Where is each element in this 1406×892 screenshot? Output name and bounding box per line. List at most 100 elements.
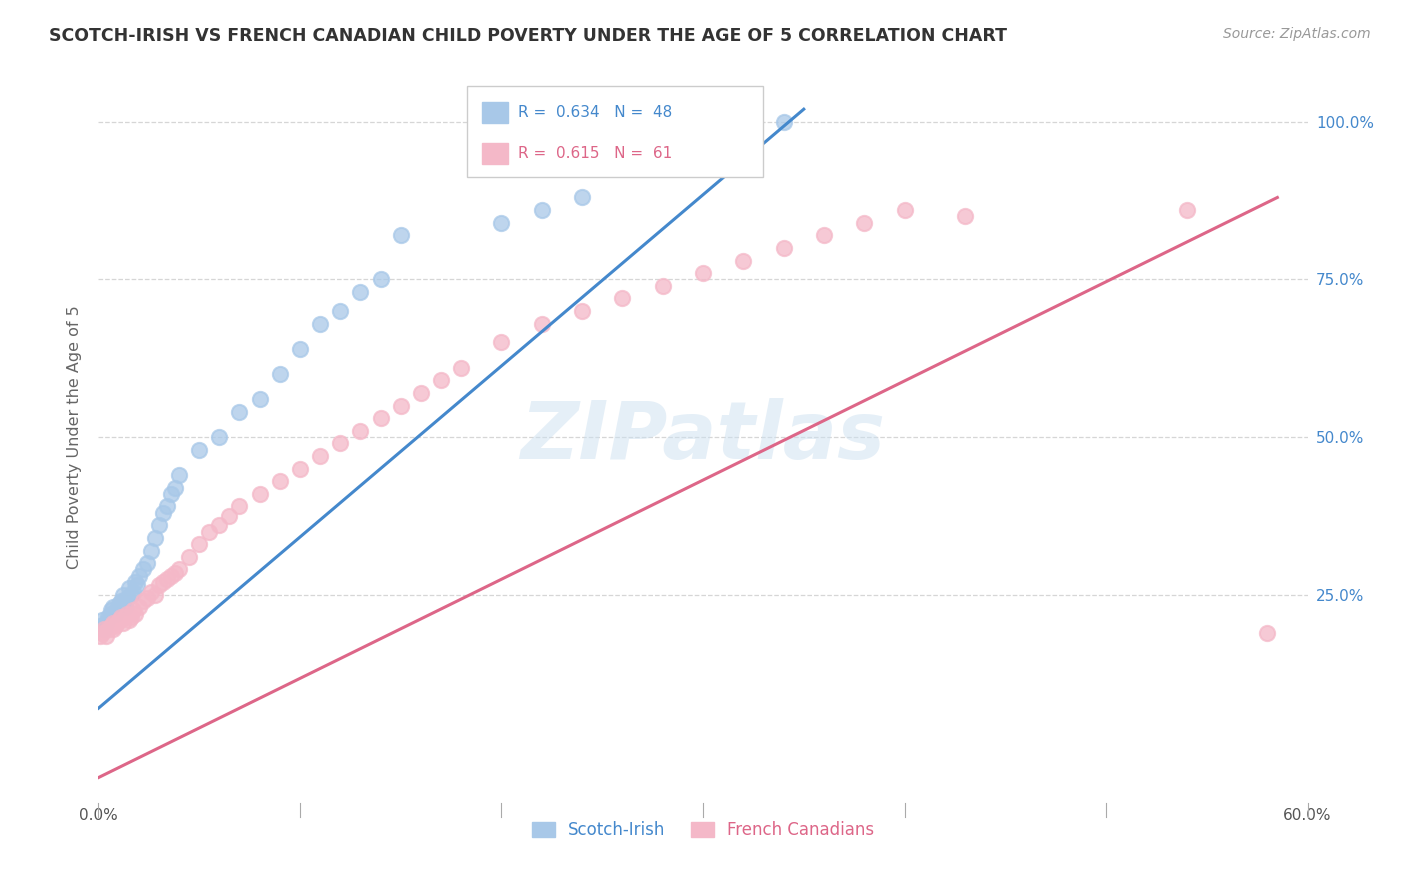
Text: SCOTCH-IRISH VS FRENCH CANADIAN CHILD POVERTY UNDER THE AGE OF 5 CORRELATION CHA: SCOTCH-IRISH VS FRENCH CANADIAN CHILD PO… (49, 27, 1007, 45)
Point (125, 578, 148, 592)
Point (111, 588, 134, 602)
Legend: Scotch-Irish, French Canadians: Scotch-Irish, French Canadians (524, 814, 882, 846)
Point (135, 556, 157, 570)
Point (228, 405, 250, 419)
Point (160, 569, 183, 583)
Point (249, 487, 271, 501)
Point (249, 392, 271, 407)
Point (89, 629, 111, 643)
Point (288, 342, 311, 356)
Point (121, 584, 143, 599)
Point (813, 228, 835, 243)
Point (893, 203, 915, 218)
FancyBboxPatch shape (467, 86, 763, 178)
Point (269, 474, 291, 488)
Point (135, 591, 157, 605)
Point (89, 619, 111, 633)
Point (105, 616, 128, 631)
Point (530, 203, 553, 218)
Point (329, 304, 352, 318)
Point (491, 335, 513, 350)
Point (96, 616, 118, 631)
Point (651, 146, 673, 161)
Point (370, 411, 392, 425)
Point (118, 582, 141, 596)
Point (120, 588, 142, 602)
Point (152, 575, 174, 590)
Text: R =  0.634   N =  48: R = 0.634 N = 48 (517, 104, 672, 120)
Point (107, 597, 129, 611)
Point (309, 317, 332, 331)
Point (167, 467, 190, 482)
Point (1175, 203, 1198, 218)
Point (1256, 625, 1278, 640)
FancyBboxPatch shape (482, 143, 509, 164)
Point (100, 607, 122, 621)
Point (128, 600, 150, 615)
Point (121, 603, 143, 617)
Point (530, 317, 553, 331)
Point (139, 543, 162, 558)
Point (218, 508, 240, 523)
Point (91, 613, 114, 627)
Point (148, 518, 170, 533)
Point (100, 603, 122, 617)
Point (103, 619, 125, 633)
Point (101, 623, 124, 637)
Point (128, 569, 150, 583)
Point (93, 623, 115, 637)
Point (179, 549, 201, 564)
Point (953, 210, 976, 224)
Point (91, 625, 114, 640)
Point (389, 399, 412, 413)
Point (733, 121, 755, 136)
Point (269, 367, 291, 381)
Point (152, 506, 174, 520)
Point (409, 386, 432, 401)
Point (93, 623, 115, 637)
Point (156, 500, 179, 514)
Point (491, 216, 513, 230)
Text: R =  0.615   N =  61: R = 0.615 N = 61 (517, 145, 672, 161)
Point (188, 537, 211, 551)
Point (772, 115, 794, 129)
Point (118, 613, 141, 627)
Point (651, 278, 673, 293)
Point (101, 600, 124, 615)
Point (228, 500, 250, 514)
Point (370, 272, 392, 286)
Point (143, 588, 166, 602)
Point (288, 461, 311, 475)
Point (167, 562, 190, 576)
Point (96, 629, 118, 643)
Point (107, 613, 129, 627)
Point (692, 266, 714, 280)
Point (143, 531, 166, 545)
Point (349, 424, 371, 438)
Point (208, 430, 231, 444)
Point (139, 584, 162, 599)
Point (110, 609, 132, 624)
Point (208, 518, 231, 533)
Point (389, 228, 412, 243)
Point (198, 524, 221, 539)
Point (188, 442, 211, 457)
Text: Source: ZipAtlas.com: Source: ZipAtlas.com (1223, 27, 1371, 41)
Point (571, 304, 593, 318)
Point (114, 609, 136, 624)
Point (111, 616, 134, 631)
Point (309, 449, 332, 463)
Point (110, 594, 132, 608)
Point (329, 436, 352, 450)
Point (115, 607, 138, 621)
Point (733, 253, 755, 268)
Y-axis label: Child Poverty Under the Age of 5: Child Poverty Under the Age of 5 (67, 305, 83, 569)
Point (97, 609, 120, 624)
Point (430, 373, 453, 387)
Point (100, 619, 122, 633)
Point (160, 487, 183, 501)
Point (163, 481, 186, 495)
Point (114, 600, 136, 615)
Point (115, 591, 138, 605)
Point (163, 566, 186, 580)
